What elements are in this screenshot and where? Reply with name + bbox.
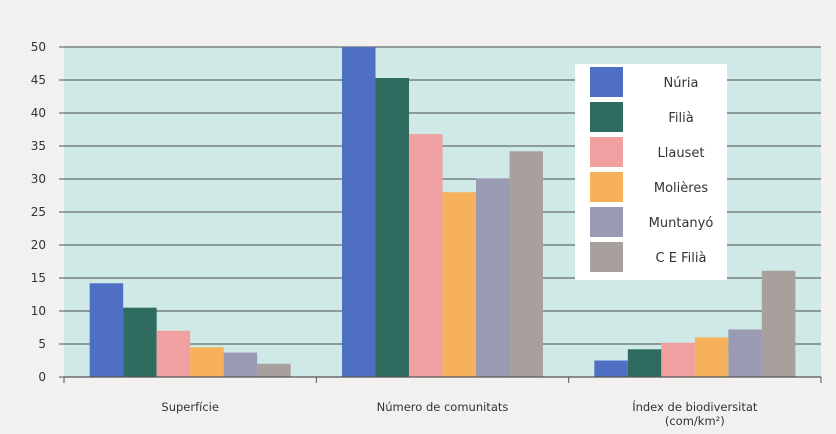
legend-swatch bbox=[590, 207, 623, 237]
bar bbox=[442, 192, 476, 377]
y-tick-label: 25 bbox=[31, 205, 46, 219]
bar bbox=[375, 78, 409, 378]
legend-swatch bbox=[590, 242, 623, 272]
bar bbox=[728, 329, 762, 377]
x-category-label: Índex de biodiversitat bbox=[632, 399, 758, 414]
bar bbox=[594, 360, 628, 377]
bar bbox=[223, 352, 258, 377]
x-axis-category-labels: Superfície Número de comunitats Índex de b… bbox=[161, 399, 758, 428]
y-axis-ticks: 0 5 10 15 20 25 30 35 40 45 50 bbox=[31, 40, 64, 384]
legend-swatch bbox=[590, 137, 623, 167]
y-tick-label: 40 bbox=[31, 106, 46, 120]
x-axis bbox=[63, 376, 822, 383]
bar bbox=[509, 151, 543, 377]
x-category-label: Número de comunitats bbox=[377, 400, 509, 414]
y-tick-label: 0 bbox=[38, 370, 46, 384]
bar bbox=[627, 349, 662, 377]
bar bbox=[156, 330, 191, 377]
y-tick-label: 10 bbox=[31, 304, 46, 318]
bar bbox=[190, 347, 224, 377]
y-tick-label: 30 bbox=[31, 172, 46, 186]
bars bbox=[89, 47, 796, 378]
y-tick-label: 5 bbox=[38, 337, 46, 351]
y-tick-label: 45 bbox=[31, 73, 46, 87]
legend-label: Molières bbox=[654, 181, 708, 196]
legend-swatch bbox=[590, 102, 623, 132]
x-category-label: (com/km²) bbox=[665, 414, 725, 428]
bar bbox=[661, 342, 695, 377]
y-tick-label: 20 bbox=[31, 238, 46, 252]
x-category-label: Superfície bbox=[161, 400, 219, 414]
bar bbox=[342, 47, 376, 377]
bar bbox=[257, 363, 291, 377]
legend-label: C E Filià bbox=[656, 251, 707, 266]
bar bbox=[409, 134, 443, 377]
legend-swatch bbox=[590, 172, 623, 202]
legend: Núria Filià Llauset Molières Muntanyó C E Fil… bbox=[575, 64, 727, 280]
legend-label: Llauset bbox=[658, 146, 705, 161]
bar bbox=[89, 283, 124, 377]
bar bbox=[476, 178, 510, 377]
y-tick-label: 15 bbox=[31, 271, 46, 285]
bar bbox=[761, 270, 796, 377]
legend-swatch bbox=[590, 67, 623, 97]
bar bbox=[123, 307, 157, 377]
y-tick-label: 35 bbox=[31, 139, 46, 153]
legend-label: Filià bbox=[668, 111, 693, 126]
bar bbox=[694, 337, 729, 377]
legend-label: Núria bbox=[664, 76, 699, 91]
legend-label: Muntanyó bbox=[649, 216, 714, 231]
y-tick-label: 50 bbox=[31, 40, 46, 54]
